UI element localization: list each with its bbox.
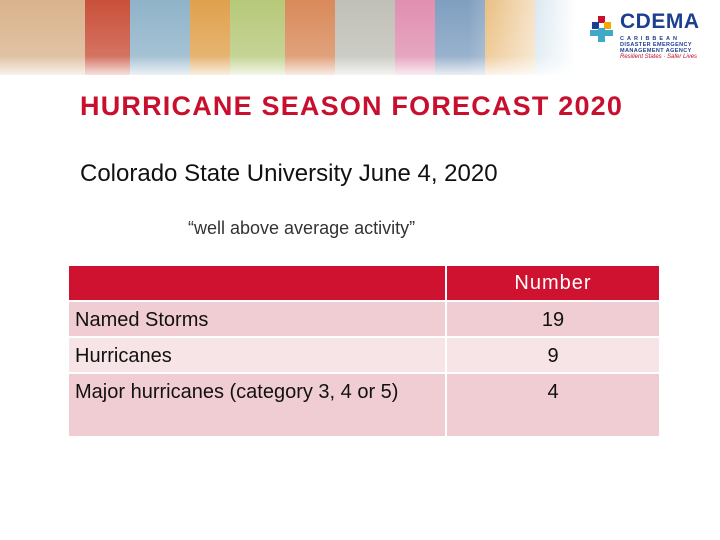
logo-line: MANAGEMENT AGENCY — [620, 48, 692, 54]
header-cell: Number — [445, 264, 661, 302]
forecast-table: Number Named Storms 19 Hurricanes 9 Major hu… — [67, 264, 661, 438]
logo-line: CARIBBEAN — [620, 36, 680, 42]
table-row: Named Storms 19 — [67, 300, 661, 338]
row-label: Hurricanes — [67, 336, 447, 374]
header-row: Number — [67, 264, 661, 302]
subtitle: Colorado State University June 4, 2020 — [80, 160, 498, 187]
row-label: Named Storms — [67, 300, 447, 338]
logo-name: CDEMA — [620, 10, 700, 33]
logo-tagline: Resilient States · Safer Lives — [620, 54, 698, 60]
quote: “well above average activity” — [188, 218, 416, 238]
logo-line: DISASTER EMERGENCY — [620, 42, 692, 48]
table-body: Named Storms 19 Hurricanes 9 Major hurricane… — [67, 300, 661, 438]
table-row: Hurricanes 9 — [67, 336, 661, 374]
header-cell — [67, 264, 447, 302]
row-value: 4 — [445, 372, 661, 438]
row-value: 9 — [445, 336, 661, 374]
photo-banner — [0, 0, 720, 80]
title: HURRICANE SEASON FORECAST 2020 — [80, 91, 624, 121]
row-value: 19 — [445, 300, 661, 338]
row-label: Major hurricanes (category 3, 4 or 5) — [67, 372, 447, 438]
table-row: Major hurricanes (category 3, 4 or 5) 4 — [67, 372, 661, 438]
